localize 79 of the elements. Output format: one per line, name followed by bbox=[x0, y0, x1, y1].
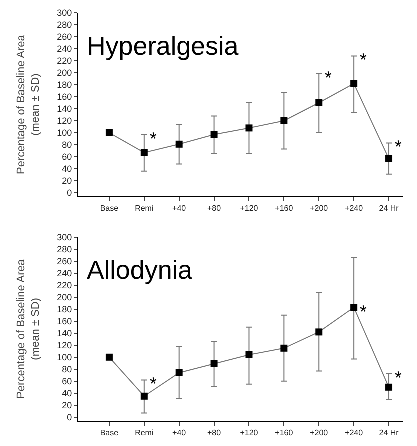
y-tick-label: 100 bbox=[57, 128, 72, 138]
x-tick-label: Remi bbox=[135, 428, 154, 438]
y-tick-label: 240 bbox=[57, 268, 72, 279]
y-axis-title: Percentage of Baseline Area (mean ± SD) bbox=[16, 258, 42, 399]
x-tick-label: Remi bbox=[135, 204, 154, 214]
point bbox=[176, 140, 183, 148]
point bbox=[386, 155, 393, 162]
point bbox=[246, 124, 253, 132]
point bbox=[106, 354, 113, 361]
x-tick-label: +120 bbox=[240, 428, 259, 438]
point bbox=[280, 344, 288, 352]
y-tick-label: 140 bbox=[57, 104, 72, 114]
y-tick-label: 220 bbox=[57, 56, 72, 66]
y-tick-label: 220 bbox=[57, 280, 72, 291]
point bbox=[350, 304, 358, 312]
y-tick-label: 160 bbox=[57, 92, 72, 102]
x-tick-label: +80 bbox=[208, 204, 222, 214]
y-tick-label: 280 bbox=[57, 20, 72, 30]
y-tick-label: 0 bbox=[67, 188, 72, 198]
y-tick-label: 60 bbox=[62, 376, 72, 387]
annotation: * bbox=[360, 302, 368, 322]
x-tick-label: +160 bbox=[275, 204, 294, 214]
y-tick-label: 0 bbox=[67, 412, 72, 423]
x-tick-label: +40 bbox=[172, 204, 187, 214]
y-tick-label: 20 bbox=[62, 400, 72, 411]
annotation: * bbox=[360, 50, 368, 70]
y-axis-title: Percentage of Baseline Area (mean ± SD) bbox=[16, 34, 42, 175]
annotation: * bbox=[395, 368, 402, 388]
y-tick-label: 80 bbox=[62, 140, 72, 150]
x-tick-label: Base bbox=[100, 204, 120, 214]
x-tick-label: 24 Hr bbox=[379, 428, 400, 438]
y-tick-label: 20 bbox=[62, 176, 72, 186]
point bbox=[176, 370, 183, 376]
y-tick-label: 40 bbox=[62, 164, 72, 174]
y-tick-label: 240 bbox=[57, 44, 72, 54]
x-tick-label: +120 bbox=[240, 204, 259, 214]
point bbox=[386, 384, 393, 391]
x-tick-label: +80 bbox=[208, 428, 222, 438]
y-tick-label: 40 bbox=[62, 388, 72, 399]
point bbox=[140, 392, 148, 400]
point bbox=[140, 149, 148, 156]
y-tick-label: 280 bbox=[57, 244, 72, 255]
x-tick-label: Base bbox=[100, 428, 120, 438]
x-tick-label: +240 bbox=[345, 204, 364, 214]
point bbox=[106, 130, 113, 136]
y-tick-label: 80 bbox=[62, 364, 72, 375]
text: Allodynia bbox=[87, 255, 194, 285]
y-tick-label: 260 bbox=[57, 256, 72, 267]
point bbox=[316, 328, 323, 336]
x-tick-label: +160 bbox=[275, 428, 294, 438]
x-tick-label: +200 bbox=[310, 204, 329, 214]
y-tick-label: 180 bbox=[57, 304, 72, 315]
point bbox=[246, 352, 253, 358]
y-tick-label: 300 bbox=[57, 8, 72, 18]
y-tick-label: 200 bbox=[57, 68, 72, 78]
x-tick-label: +240 bbox=[345, 428, 364, 438]
y-tick-label: 260 bbox=[57, 32, 72, 42]
y-tick-label: 100 bbox=[57, 352, 72, 363]
annotation: * bbox=[395, 137, 402, 157]
annotation: * bbox=[150, 374, 158, 394]
y-tick-label: 120 bbox=[57, 116, 72, 126]
point bbox=[350, 80, 358, 88]
x-tick-label: 24 Hr bbox=[379, 204, 400, 214]
y-tick-label: 180 bbox=[57, 80, 72, 90]
point bbox=[210, 131, 218, 138]
point bbox=[210, 360, 218, 368]
y-tick-label: 160 bbox=[57, 316, 72, 327]
y-tick-label: 200 bbox=[57, 292, 72, 303]
x-tick-label: +40 bbox=[172, 428, 187, 438]
point bbox=[316, 100, 323, 106]
point bbox=[280, 118, 288, 124]
annotation: * bbox=[325, 68, 332, 88]
text: Hyperalgesia bbox=[87, 31, 240, 61]
y-tick-label: 60 bbox=[62, 152, 72, 162]
x-tick-label: +200 bbox=[310, 428, 329, 438]
y-tick-label: 300 bbox=[57, 232, 72, 243]
y-tick-label: 120 bbox=[57, 340, 72, 351]
y-tick-label: 140 bbox=[57, 328, 72, 339]
annotation: * bbox=[150, 129, 158, 149]
